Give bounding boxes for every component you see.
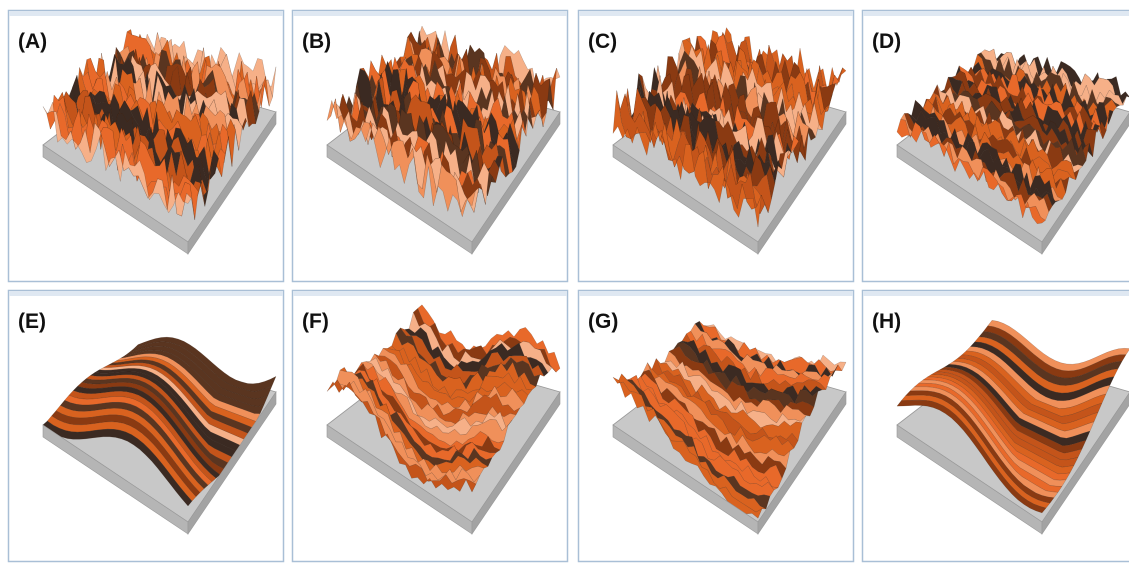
- title-bar: [579, 11, 853, 16]
- title-bar: [863, 291, 1129, 296]
- title-bar: [9, 11, 283, 16]
- panel-label: (B): [302, 30, 331, 53]
- title-bar: [293, 11, 567, 16]
- panel-label: (H): [872, 310, 901, 333]
- panel: (E): [9, 291, 284, 562]
- title-bar: [863, 11, 1129, 16]
- panel-label: (E): [18, 310, 46, 333]
- panel-label: (D): [872, 30, 901, 53]
- panel: (G): [579, 291, 854, 562]
- panel-label: (C): [588, 30, 617, 53]
- panel-label: (G): [588, 310, 618, 333]
- panel: (B): [293, 11, 568, 282]
- panel: (A): [9, 11, 284, 282]
- title-bar: [293, 291, 567, 296]
- panel: (H): [863, 291, 1129, 562]
- panel: (F): [293, 291, 568, 562]
- panel-label: (F): [302, 310, 329, 333]
- title-bar: [9, 291, 283, 296]
- figure: (A) (B) (C) (D) (E) (F) (G) (H): [0, 0, 1129, 566]
- panel: (C): [579, 11, 854, 282]
- panel-label: (A): [18, 30, 47, 53]
- panel: (D): [863, 11, 1129, 282]
- title-bar: [579, 291, 853, 296]
